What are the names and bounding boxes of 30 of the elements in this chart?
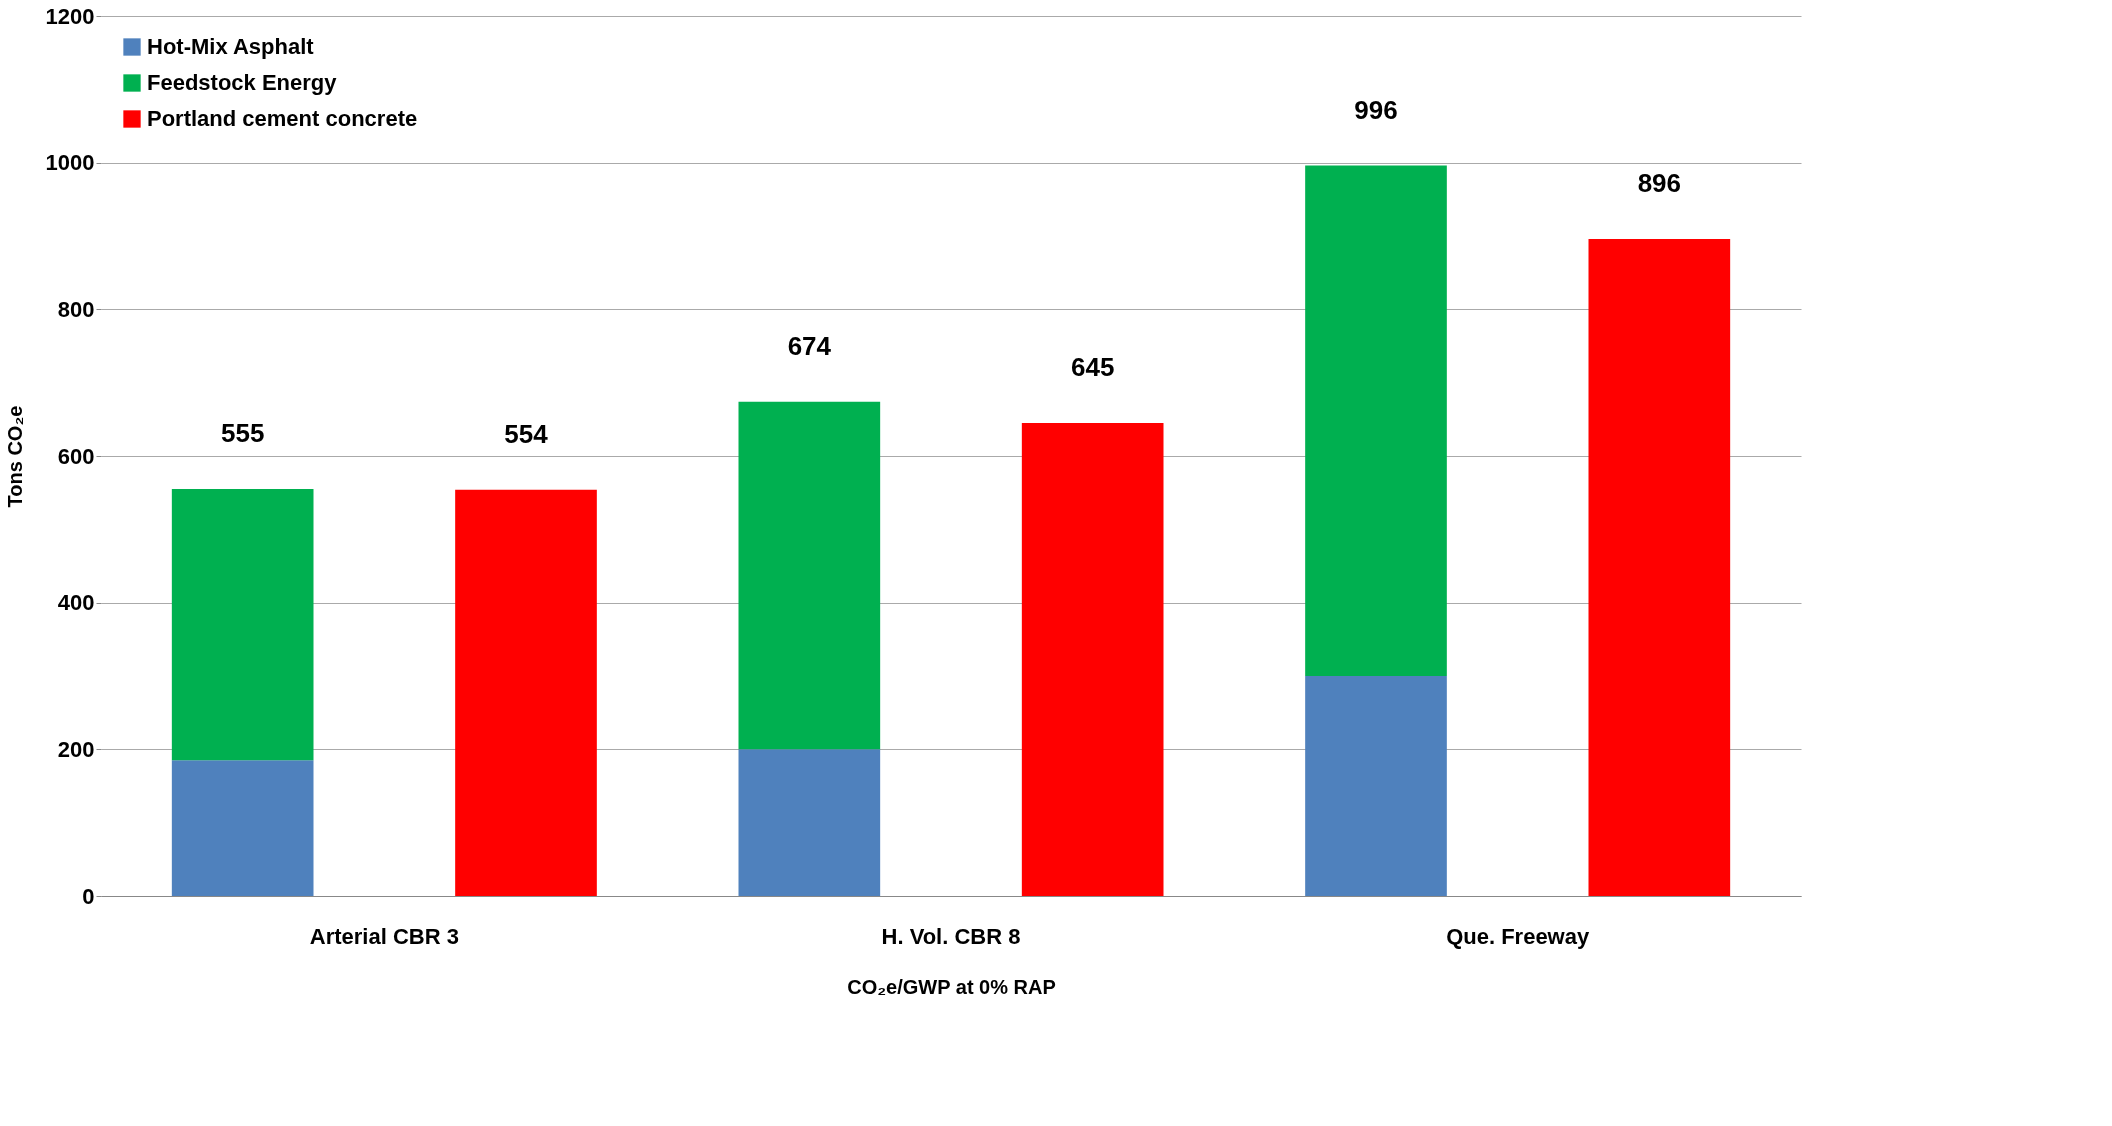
bar [738,749,881,896]
total-label: 645 [1070,352,1115,382]
total-label: 555 [220,418,265,448]
total-label: 554 [504,418,549,449]
x-tick-label: Que. Freeway [1446,923,1590,949]
total-label: 896 [1637,167,1682,198]
y-tick-label: 400 [57,590,95,616]
y-axis-title: Tons CO₂e [3,405,26,508]
y-tick-label: 0 [82,883,95,909]
bar [455,489,597,896]
y-tick-label: 600 [57,443,95,469]
bar [171,760,314,896]
bar [1588,238,1731,896]
total-label: 996 [1354,94,1398,125]
legend-label: Portland cement concrete [147,106,418,131]
total-label: 674 [787,330,832,361]
x-axis-title: CO₂e/GWP at 0% RAP [847,975,1056,998]
bar [1305,165,1447,676]
x-tick-label: H. Vol. CBR 8 [881,923,1021,949]
legend-label: Feedstock Energy [147,70,338,95]
y-tick-label: 1200 [45,3,95,29]
legend-label: Hot-Mix Asphalt [147,34,315,59]
bar [738,401,881,750]
y-tick-label: 800 [57,296,95,322]
x-tick-label: Arterial CBR 3 [309,923,459,949]
y-tick-label: 1000 [45,150,95,176]
y-tick-label: 200 [57,736,95,762]
bar [171,489,314,761]
bar [1021,423,1164,896]
bar [1305,676,1447,896]
